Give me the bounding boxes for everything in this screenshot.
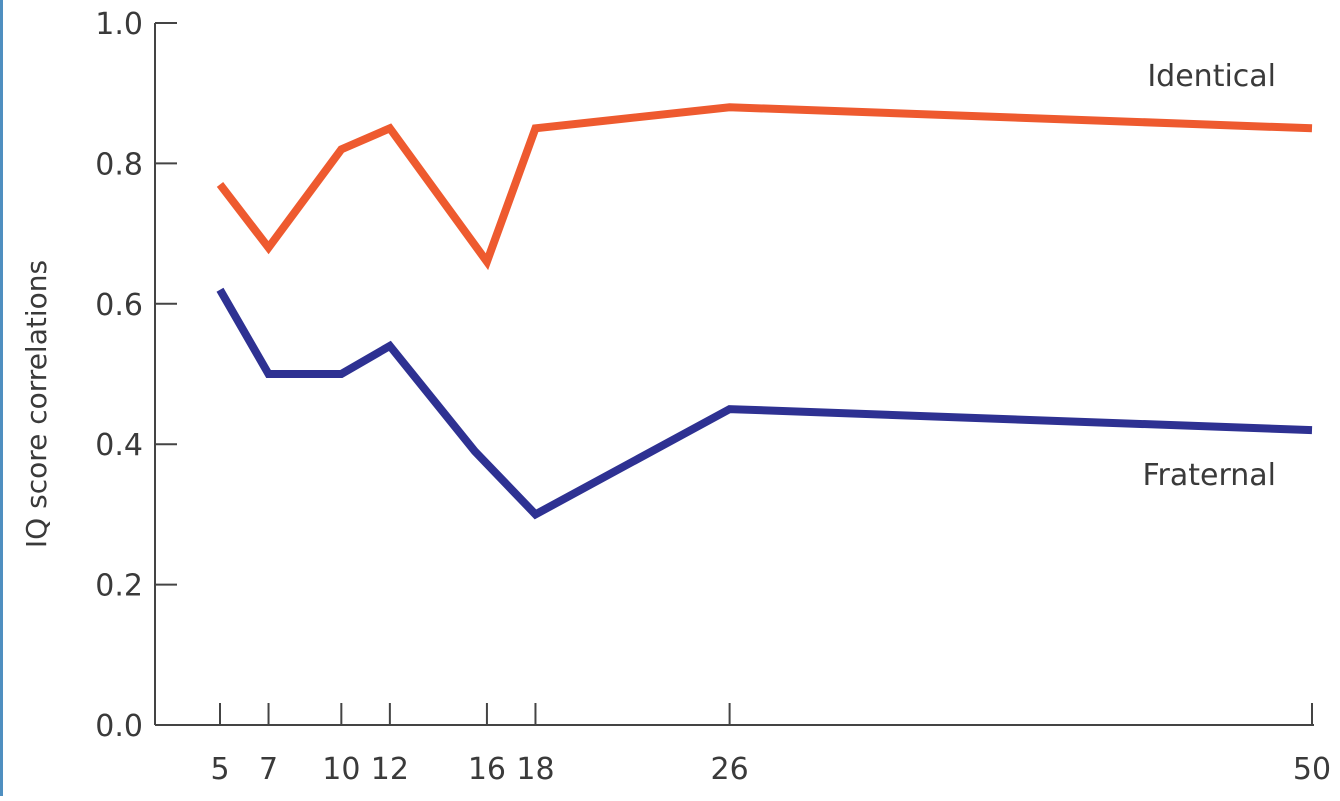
series-lines bbox=[216, 103, 1313, 520]
labels: IQ score correlations Identical Fraternal bbox=[20, 59, 1276, 548]
series-line-fraternal bbox=[216, 287, 1313, 520]
axes bbox=[154, 23, 1314, 726]
ticks: 0.0 0.2 0.4 0.6 0.8 1.0 5 7 10 12 16 18 26 50 bbox=[95, 7, 1331, 787]
y-tick-label: 0.0 bbox=[95, 709, 143, 744]
x-tick-label: 16 bbox=[468, 752, 506, 787]
x-tick-label: 10 bbox=[322, 752, 360, 787]
y-tick-label: 0.2 bbox=[95, 569, 143, 604]
window-edge bbox=[0, 0, 3, 796]
series-label-identical: Identical bbox=[1147, 59, 1276, 94]
x-tick-label: 12 bbox=[371, 752, 409, 787]
series-label-fraternal: Fraternal bbox=[1142, 458, 1276, 493]
y-axis-title: IQ score correlations bbox=[20, 260, 53, 548]
y-tick-label: 0.4 bbox=[95, 428, 143, 463]
y-tick-label: 0.8 bbox=[95, 147, 143, 182]
series-line-identical bbox=[216, 103, 1313, 271]
x-tick-label: 18 bbox=[516, 752, 554, 787]
x-tick-label: 50 bbox=[1293, 752, 1331, 787]
x-tick-label: 7 bbox=[259, 752, 278, 787]
x-tick-label: 26 bbox=[711, 752, 749, 787]
y-tick-label: 1.0 bbox=[95, 7, 143, 42]
x-tick-label: 5 bbox=[210, 752, 229, 787]
y-tick-label: 0.6 bbox=[95, 288, 143, 323]
